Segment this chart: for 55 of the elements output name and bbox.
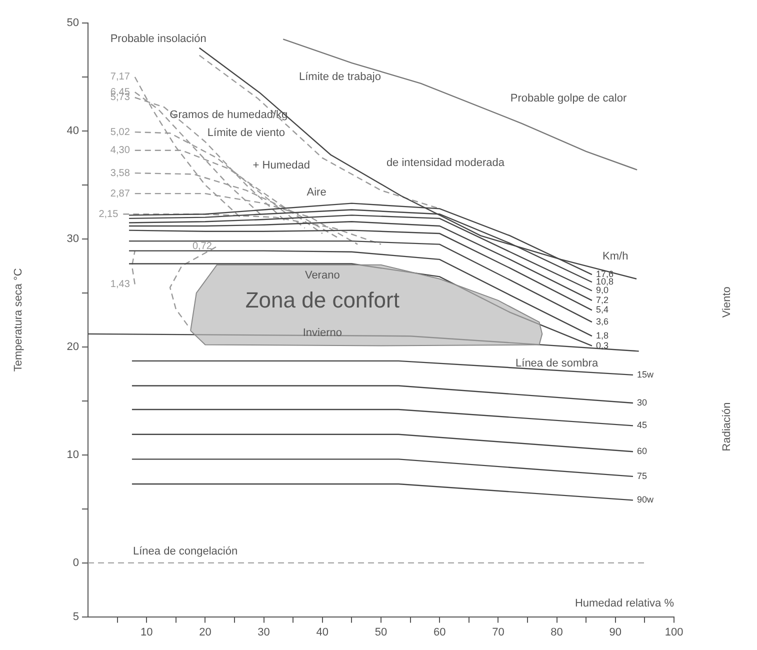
series-label: 1,8 (596, 330, 608, 341)
series-label: 4,30 (110, 145, 130, 156)
x-tick-label: 60 (433, 626, 446, 638)
annotation: Línea de sombra (516, 357, 599, 370)
series-label: 7,17 (110, 72, 130, 83)
annotation: Aire (306, 186, 326, 198)
series-label: 75 (636, 470, 647, 481)
annotation: Probable insolación (110, 33, 206, 46)
x-tick-label: 40 (316, 626, 329, 638)
series-label: 15w (636, 369, 654, 380)
annotation: Probable golpe de calor (510, 92, 627, 104)
annotation: Límite de viento (207, 126, 286, 139)
series-label: 3,58 (110, 168, 130, 179)
y-tick-label: 5 (72, 610, 79, 623)
y-tick-label: 10 (66, 448, 79, 461)
series-label: 2,87 (110, 188, 130, 200)
x-tick-label: 70 (492, 626, 504, 638)
series-label: 5,02 (110, 126, 130, 138)
x-tick-label: 10 (140, 626, 153, 638)
series-label: 9,0 (596, 285, 608, 296)
y-tick-label: 40 (66, 124, 79, 137)
series-label: 0,72 (192, 241, 212, 252)
series-label: 10,8 (596, 276, 614, 287)
annotation: de intensidad moderada (386, 157, 506, 170)
text: Viento (720, 286, 733, 318)
annotation: Invierno (302, 326, 342, 339)
x-tick-label: 30 (258, 626, 270, 638)
series-label: 60 (636, 446, 647, 456)
text: Radiación (720, 402, 733, 452)
series-label: 3,6 (596, 316, 608, 327)
series-label: 30 (636, 398, 647, 408)
annotation: + Humedad (252, 160, 310, 172)
annotation: Zona de confort (245, 288, 400, 313)
series-label: 7,2 (596, 294, 608, 305)
series-label: 2,15 (98, 208, 119, 220)
series-label: 5,4 (596, 304, 608, 315)
series-label: 1,43 (110, 279, 130, 290)
x-tick-label: 90 (609, 626, 622, 638)
y-axis-title: Temperatura seca °C (12, 268, 25, 372)
x-tick-label: 80 (550, 626, 563, 638)
annotation: Km/h (602, 250, 628, 262)
x-axis-title: Humedad relativa % (574, 597, 674, 610)
series-label: 90w (636, 494, 654, 505)
y-tick-label: 30 (66, 232, 79, 245)
x-tick-label: 50 (374, 626, 388, 638)
x-tick-label: 100 (664, 626, 684, 638)
x-tick-label: 20 (199, 626, 212, 638)
y-tick-label: 50 (66, 17, 79, 30)
annotation: Límite de trabajo (299, 71, 381, 84)
series-label: 45 (636, 420, 647, 430)
series-label: 17,6 (596, 269, 614, 280)
ref-line-label: Línea de congelación (133, 545, 238, 558)
annotation: Verano (304, 269, 340, 282)
y-tick-label: 0 (72, 556, 79, 569)
y-tick-label: 20 (66, 340, 79, 353)
